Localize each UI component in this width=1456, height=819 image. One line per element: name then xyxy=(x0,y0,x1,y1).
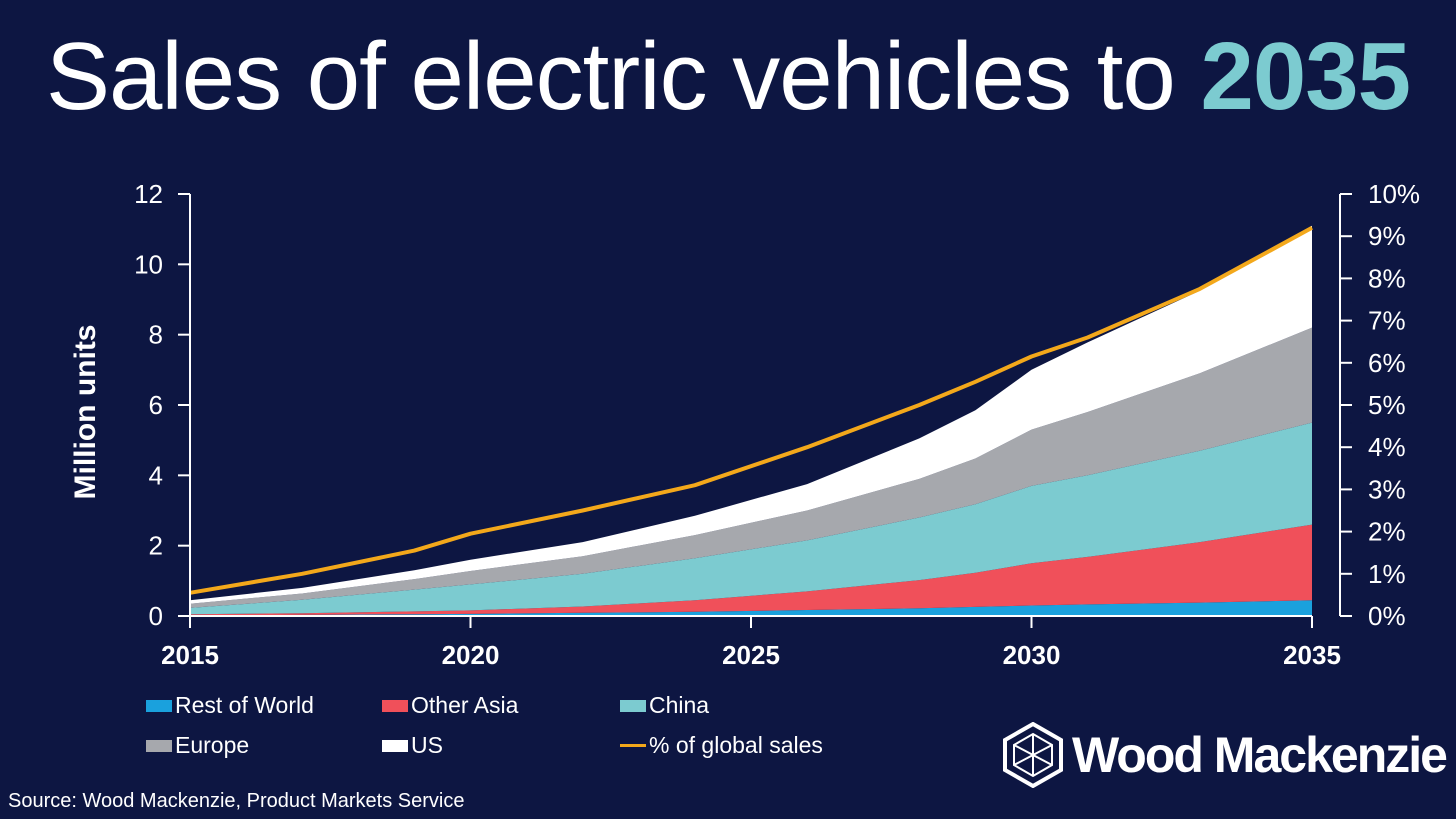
legend-label: US xyxy=(411,732,443,758)
legend-label: Other Asia xyxy=(411,692,519,718)
legend-swatch xyxy=(382,699,408,712)
source-note: Source: Wood Mackenzie, Product Markets … xyxy=(8,790,465,812)
logo-text: Wood Mackenzie xyxy=(1072,727,1448,783)
legend-label: China xyxy=(649,692,710,718)
stacked-areas xyxy=(190,225,1312,616)
x-tick-label: 2025 xyxy=(722,640,780,670)
legend-swatch xyxy=(620,744,646,747)
title-main: Sales of electric vehicles to xyxy=(45,23,1201,130)
y2-tick-label: 8% xyxy=(1368,263,1406,293)
y-tick-label: 6 xyxy=(149,390,163,420)
legend: Rest of World Other Asia China Europe US % of… xyxy=(146,692,866,782)
y2-tick-label: 9% xyxy=(1368,221,1406,251)
legend-label: Rest of World xyxy=(175,692,314,718)
y-tick-label: 0 xyxy=(149,601,163,631)
legend-swatch xyxy=(620,699,646,712)
hexagon-cube-icon xyxy=(1003,722,1063,788)
x-tick-label: 2020 xyxy=(442,640,500,670)
legend-item: % of global sales xyxy=(620,732,823,759)
legend-item: China xyxy=(620,692,709,719)
legend-label: % of global sales xyxy=(649,732,823,758)
area-other-asia xyxy=(190,524,1312,616)
x-tick-label: 2015 xyxy=(161,640,219,670)
y2-tick-label: 6% xyxy=(1368,348,1406,378)
legend-item: Other Asia xyxy=(382,692,518,719)
logo: Wood Mackenzie xyxy=(1002,722,1448,788)
y-tick-label: 2 xyxy=(149,531,163,561)
y-axis-title: Million units xyxy=(69,325,102,500)
line-percent-global-sales xyxy=(189,226,1313,595)
y2-tick-label: 0% xyxy=(1368,601,1406,631)
axes xyxy=(178,193,1352,628)
y2-tick-label: 3% xyxy=(1368,474,1406,504)
title-highlight: 2035 xyxy=(1200,23,1411,130)
legend-item: Rest of World xyxy=(146,692,314,719)
area-rest-of-world xyxy=(190,600,1312,616)
percent-line xyxy=(189,226,1313,595)
x-tick-label: 2035 xyxy=(1283,640,1341,670)
y-tick-label: 8 xyxy=(149,320,163,350)
y-tick-label: 10 xyxy=(134,249,163,279)
y2-tick-label: 10% xyxy=(1368,179,1420,209)
legend-item: US xyxy=(382,732,443,759)
legend-swatch xyxy=(146,699,172,712)
y2-tick-label: 5% xyxy=(1368,390,1406,420)
legend-item: Europe xyxy=(146,732,249,759)
tick-labels: 0 2 4 6 8 10 12 0% 1% 2% 3% 4% 5% 6% 7% 8% 9% 10% 2015 2020… xyxy=(134,179,1420,670)
y2-tick-label: 7% xyxy=(1368,306,1406,336)
y-tick-label: 4 xyxy=(149,460,163,490)
legend-swatch xyxy=(382,739,408,752)
area-china xyxy=(190,422,1312,615)
y2-tick-label: 1% xyxy=(1368,559,1406,589)
area-europe xyxy=(190,327,1312,608)
y2-tick-label: 2% xyxy=(1368,517,1406,547)
chart-title: Sales of electric vehicles to 2035 xyxy=(0,22,1456,132)
y2-tick-label: 4% xyxy=(1368,432,1406,462)
x-tick-label: 2030 xyxy=(1003,640,1061,670)
legend-swatch xyxy=(146,739,172,752)
legend-label: Europe xyxy=(175,732,250,758)
y-tick-label: 12 xyxy=(134,179,163,209)
